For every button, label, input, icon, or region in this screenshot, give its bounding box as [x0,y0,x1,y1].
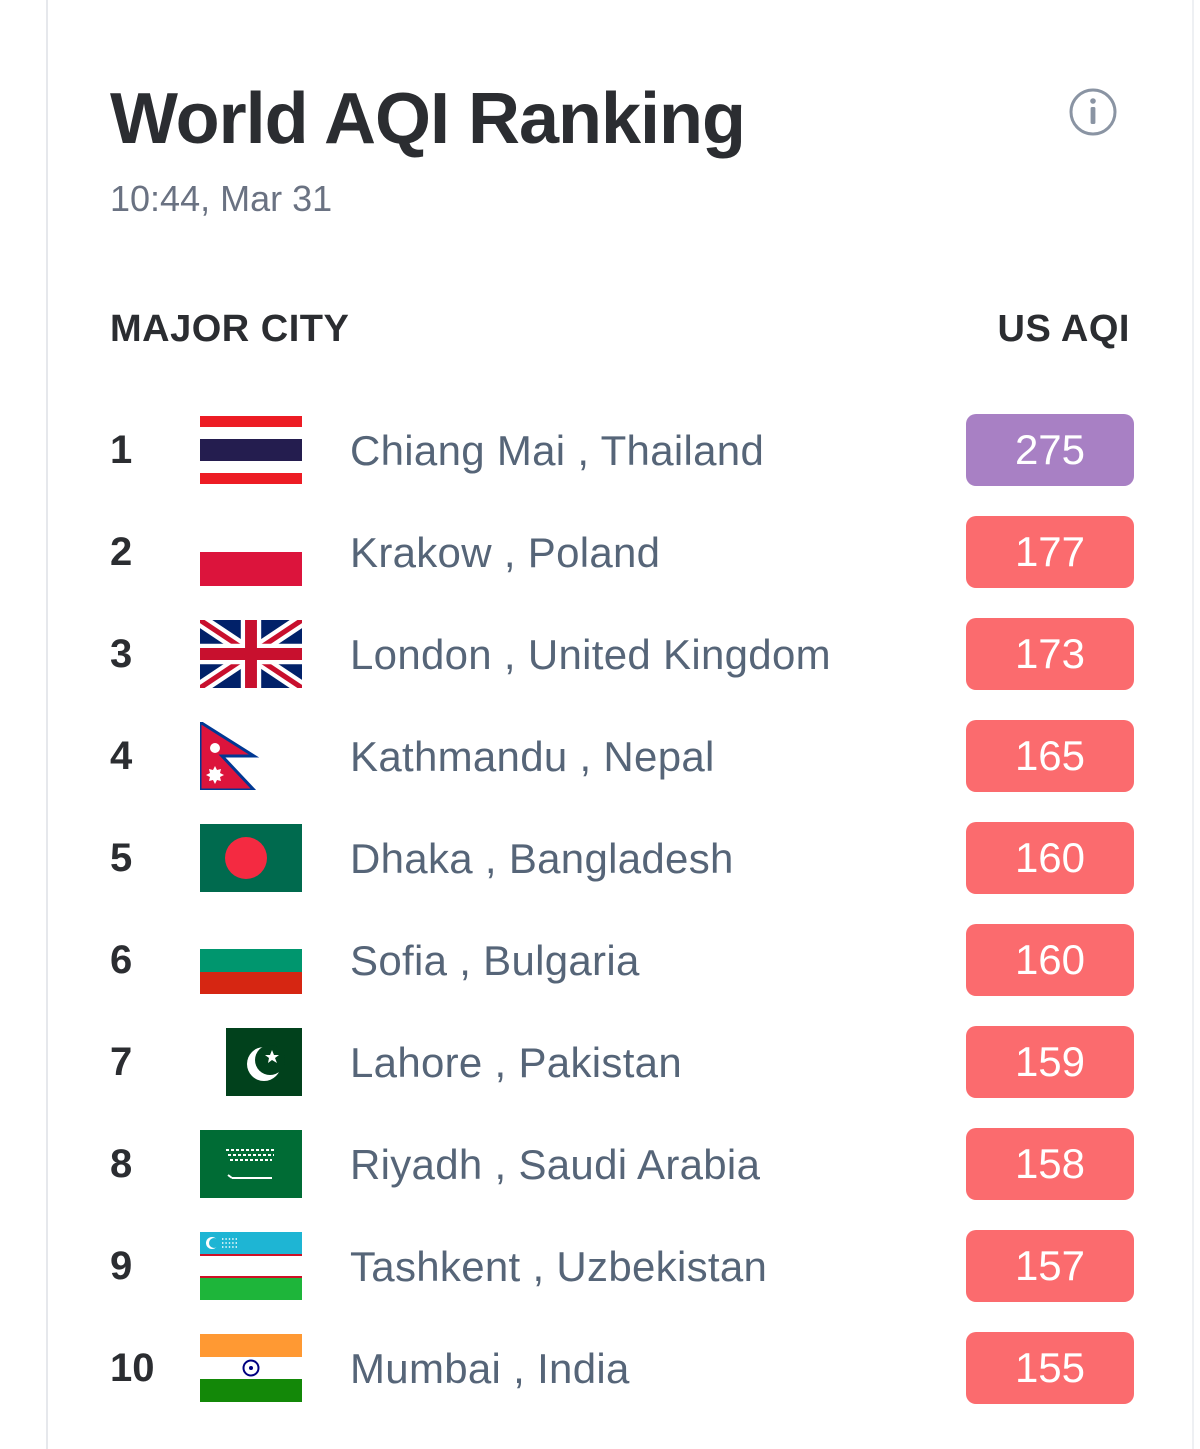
rank-number: 3 [110,632,133,676]
india-flag-icon [200,1334,302,1402]
city-name: Chiang Mai , Thailand [350,427,765,474]
column-header-city: MAJOR CITY [110,308,350,350]
pakistan-flag-icon [200,1028,302,1096]
rank-number: 4 [110,734,133,778]
city-name: Mumbai , India [350,1345,630,1392]
bangladesh-flag-icon [200,824,302,892]
ranking-row[interactable]: 10 Mumbai , India 155 [48,1318,1192,1420]
rank-number: 7 [110,1040,133,1084]
rank-number: 2 [110,530,133,574]
aqi-badge: 275 [966,414,1134,486]
ranking-row[interactable]: 1 Chiang Mai , Thailand 275 [48,400,1192,502]
poland-flag-icon [200,518,302,586]
ranking-row[interactable]: 5 Dhaka , Bangladesh 160 [48,808,1192,910]
aqi-badge: 177 [966,516,1134,588]
uk-flag-icon [200,620,302,688]
ranking-row[interactable]: 6 Sofia , Bulgaria 160 [48,910,1192,1012]
city-name: Tashkent , Uzbekistan [350,1243,768,1290]
column-header-aqi: US AQI [997,308,1130,350]
rank-number: 6 [110,938,133,982]
aqi-badge: 159 [966,1026,1134,1098]
aqi-badge: 165 [966,720,1134,792]
ranking-row[interactable]: 2 Krakow , Poland 177 [48,502,1192,604]
rank-number: 8 [110,1142,133,1186]
city-name: Lahore , Pakistan [350,1039,682,1086]
rank-number: 1 [110,428,133,472]
thailand-flag-icon [200,416,302,484]
ranking-row[interactable]: 9 Tashkent , Uzbekistan 157 [48,1216,1192,1318]
aqi-badge: 160 [966,924,1134,996]
uzbekistan-flag-icon [200,1232,302,1300]
bulgaria-flag-icon [200,926,302,994]
ranking-card: World AQI Ranking 10:44, Mar 31 MAJOR CI… [46,0,1194,1449]
rank-number: 10 [110,1346,155,1390]
rank-number: 5 [110,836,133,880]
city-name: Dhaka , Bangladesh [350,835,734,882]
ranking-row[interactable]: 8 Riyadh , Saudi Arabia 158 [48,1114,1192,1216]
aqi-badge: 157 [966,1230,1134,1302]
aqi-badge: 158 [966,1128,1134,1200]
ranking-row[interactable]: 4 Kathmandu , Nepal 165 [48,706,1192,808]
aqi-badge: 155 [966,1332,1134,1404]
nepal-flag-icon [200,722,260,790]
city-name: Kathmandu , Nepal [350,733,715,780]
aqi-badge: 160 [966,822,1134,894]
info-icon[interactable] [1068,87,1118,137]
rank-number: 9 [110,1244,133,1288]
city-name: London , United Kingdom [350,631,831,678]
city-name: Krakow , Poland [350,529,661,576]
city-name: Riyadh , Saudi Arabia [350,1141,761,1188]
city-name: Sofia , Bulgaria [350,937,640,984]
page-title: World AQI Ranking [110,79,746,159]
ranking-row[interactable]: 3 London , United Kingdom 173 [48,604,1192,706]
aqi-badge: 173 [966,618,1134,690]
timestamp: 10:44, Mar 31 [110,178,333,219]
ranking-row[interactable]: 7 Lahore , Pakistan 159 [48,1012,1192,1114]
saudi-arabia-flag-icon [200,1130,302,1198]
